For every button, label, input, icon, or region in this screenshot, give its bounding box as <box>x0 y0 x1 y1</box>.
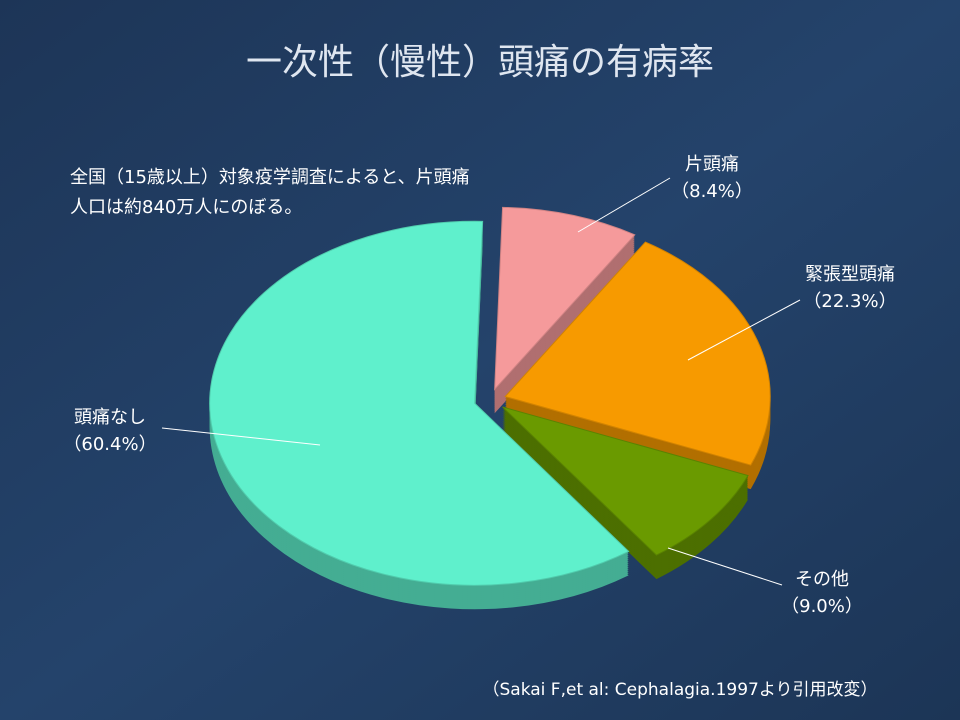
category-label: その他 <box>795 569 849 590</box>
category-label: 頭痛なし <box>74 407 146 428</box>
leader-line <box>161 427 321 446</box>
category-label: 緊張型頭痛 <box>805 264 895 285</box>
value-label: （9.0%） <box>781 596 863 617</box>
leader-line <box>687 299 801 361</box>
slice <box>502 406 749 556</box>
category-label: 片頭痛 <box>685 154 739 175</box>
chart-title: 一次性（慢性）頭痛の有病率 <box>246 42 714 83</box>
slice <box>494 206 636 391</box>
source-note: （Sakai F,et al: Cephalagia.1997より引用改変） <box>483 680 878 700</box>
value-label: （22.3%） <box>803 291 896 312</box>
value-label: （8.4%） <box>671 181 753 202</box>
value-label: （60.4%） <box>63 434 156 455</box>
annotation: 全国（15歳以上）対象疫学調査によると、片頭痛 <box>70 167 470 188</box>
leader-line <box>667 547 783 586</box>
slice <box>209 220 630 586</box>
slice <box>504 241 771 466</box>
annotation: 人口は約840万人にのぼる。 <box>70 197 302 218</box>
leader-line <box>577 177 671 233</box>
